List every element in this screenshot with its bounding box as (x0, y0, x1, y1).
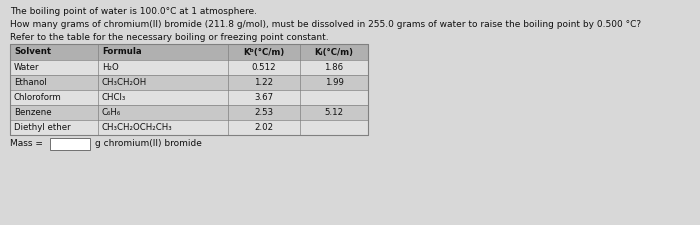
Text: 0.512: 0.512 (252, 63, 276, 72)
Bar (10, 44, 368, 135)
Text: Diethyl ether: Diethyl ether (14, 123, 71, 132)
Text: The boiling point of water is 100.0°C at 1 atmosphere.: The boiling point of water is 100.0°C at… (10, 7, 257, 16)
Text: 2.53: 2.53 (254, 108, 274, 117)
Bar (10, 60, 368, 75)
Text: Ethanol: Ethanol (14, 78, 47, 87)
Bar (10, 90, 368, 105)
Text: 1.99: 1.99 (325, 78, 344, 87)
Text: Refer to the table for the necessary boiling or freezing point constant.: Refer to the table for the necessary boi… (10, 33, 328, 42)
Text: CHCl₃: CHCl₃ (102, 93, 127, 102)
Bar (10, 44, 368, 60)
Text: 1.86: 1.86 (324, 63, 344, 72)
Text: 2.02: 2.02 (254, 123, 274, 132)
Bar (10, 105, 368, 120)
Bar (10, 75, 368, 90)
Text: H₂O: H₂O (102, 63, 119, 72)
Text: g chromium(II) bromide: g chromium(II) bromide (95, 140, 202, 148)
Text: C₆H₆: C₆H₆ (102, 108, 121, 117)
Text: Kᵇ(°C/m): Kᵇ(°C/m) (244, 47, 285, 56)
Bar (10, 120, 368, 135)
Text: CH₃CH₂OH: CH₃CH₂OH (102, 78, 147, 87)
Text: 1.22: 1.22 (254, 78, 274, 87)
Text: Mass =: Mass = (10, 140, 43, 148)
Text: CH₃CH₂OCH₂CH₃: CH₃CH₂OCH₂CH₃ (102, 123, 173, 132)
Bar (50, 138, 90, 150)
Text: Solvent: Solvent (14, 47, 51, 56)
Text: Formula: Formula (102, 47, 141, 56)
Text: How many grams of chromium(II) bromide (211.8 g/mol), must be dissolved in 255.0: How many grams of chromium(II) bromide (… (10, 20, 641, 29)
Text: Benzene: Benzene (14, 108, 52, 117)
Text: Chloroform: Chloroform (14, 93, 62, 102)
Text: Water: Water (14, 63, 39, 72)
Text: Kᵢ(°C/m): Kᵢ(°C/m) (314, 47, 354, 56)
Text: 3.67: 3.67 (254, 93, 274, 102)
Text: 5.12: 5.12 (324, 108, 344, 117)
